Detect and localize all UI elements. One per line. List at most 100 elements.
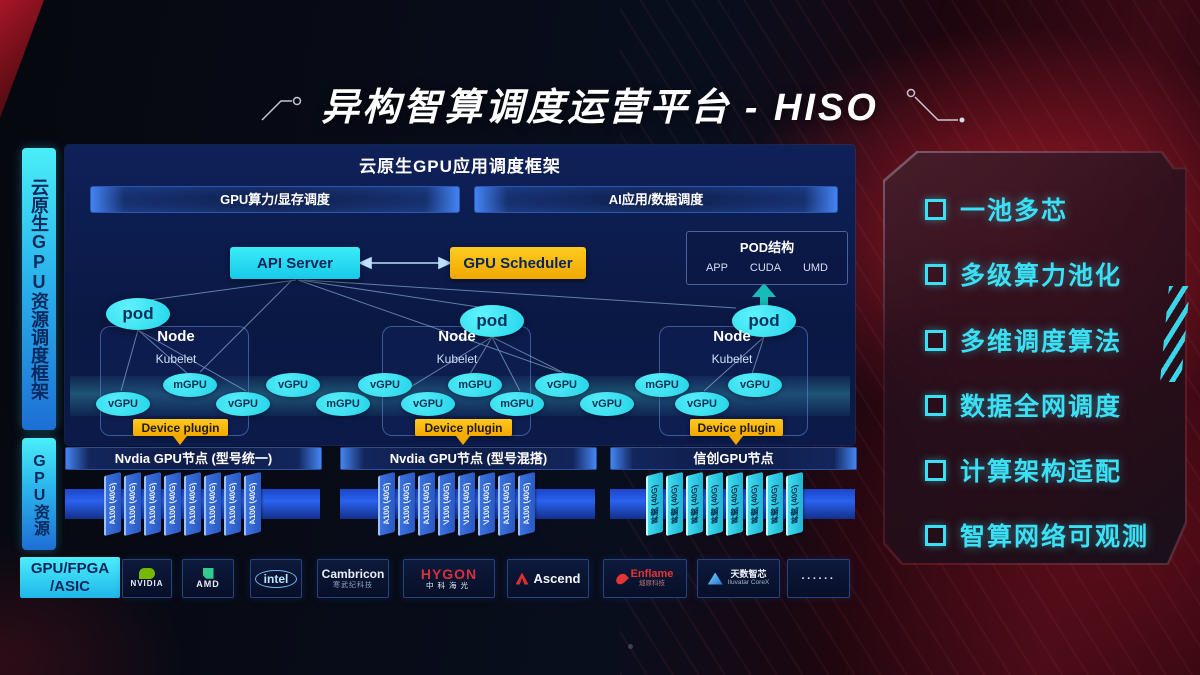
vendor-category-line2: /ASIC: [49, 577, 90, 595]
gpu-card: V100 (40G): [478, 471, 495, 537]
kubelet-label-2: Kubelet: [436, 352, 478, 366]
kubelet-label-1: Kubelet: [155, 352, 197, 366]
vendor-tile-amd: AMD: [182, 559, 234, 598]
gpu-scheduler-box: GPU Scheduler: [450, 247, 586, 279]
vgpu-ellipse: vGPU: [401, 392, 455, 416]
page-dot: [628, 644, 633, 649]
iluvatar-sublabel: Iluvatar CoreX: [727, 579, 770, 587]
ascend-label: Ascend: [533, 571, 581, 586]
gpu-card: 昇腾 (40G): [766, 471, 783, 537]
square-bullet-icon: [925, 263, 946, 285]
device-plugin-2: Device plugin: [415, 419, 512, 436]
sidebar-framework-label: 云原生GPU资源调度框架: [29, 178, 49, 400]
sidebar-resource-bar: GPU资源: [22, 438, 56, 550]
vendor-category-line1: GPU/FPGA: [30, 559, 110, 577]
square-bullet-icon: [925, 329, 946, 351]
vgpu-ellipse: vGPU: [96, 392, 150, 416]
vgpu-ellipse: vGPU: [580, 392, 634, 416]
mgpu-ellipse: mGPU: [490, 392, 544, 416]
gpu-card: 昇腾 (40G): [686, 471, 703, 537]
gpu-card: A100 (40G): [164, 471, 181, 537]
gpu-card: 昇腾 (40G): [746, 471, 763, 537]
vgpu-ellipse: vGPU: [675, 392, 729, 416]
mgpu-ellipse: mGPU: [163, 373, 217, 397]
intel-logo: intel: [254, 569, 298, 588]
cambricon-sublabel: 寒武纪科技: [333, 581, 373, 589]
gpu-card: V100 (40G): [458, 471, 475, 537]
iluvatar-label: 天数智芯: [730, 568, 767, 579]
gpu-card: A100 (40G): [518, 471, 535, 537]
vgpu-ellipse: vGPU: [358, 373, 412, 397]
pod-ellipse-2: pod: [460, 305, 524, 337]
vendor-tile-iluvatar: 天数智芯 Iluvatar CoreX: [697, 559, 780, 598]
nvidia-label: NVIDIA: [130, 579, 164, 589]
gpu-card: 昇腾 (40G): [726, 471, 743, 537]
more-vendors-label: ······: [801, 572, 836, 585]
mgpu-ellipse: mGPU: [316, 392, 370, 416]
gpu-card: 昇腾 (40G): [646, 471, 663, 537]
amd-logo-icon: [202, 567, 214, 579]
node-label-1: Node: [157, 328, 195, 345]
lane-ai-scheduling: AI应用/数据调度: [474, 186, 838, 213]
device-plugin-1: Device plugin: [133, 419, 228, 436]
pod-struct-cuda: CUDA: [749, 262, 782, 274]
gpu-card: V100 (40G): [438, 471, 455, 537]
page-title: 异构智算调度运营平台 - HISO: [321, 87, 879, 129]
vendor-tile-ascend: Ascend: [507, 559, 589, 598]
vgpu-ellipse: vGPU: [728, 373, 782, 397]
gpu-group-header-2: Nvdia GPU节点 (型号混搭): [340, 447, 597, 470]
vgpu-ellipse: vGPU: [535, 373, 589, 397]
pod-structure-box: POD结构 APP CUDA UMD: [686, 231, 848, 285]
gpu-group-header-1: Nvdia GPU节点 (型号统一): [65, 447, 322, 470]
enflame-logo-icon: [613, 571, 629, 586]
pod-struct-umd: UMD: [802, 262, 829, 274]
node-label-2: Node: [438, 328, 476, 345]
framework-title: 云原生GPU应用调度框架: [359, 157, 561, 176]
amd-label: AMD: [196, 578, 220, 589]
square-bullet-icon: [925, 198, 946, 220]
vgpu-ellipse: vGPU: [266, 373, 320, 397]
square-bullet-icon: [925, 394, 946, 416]
kubelet-label-3: Kubelet: [711, 352, 753, 366]
api-server-box: API Server: [230, 247, 360, 279]
ascend-logo-icon: [515, 572, 529, 585]
vendor-tile-enflame: Enflame 燧原科技: [603, 559, 687, 598]
feature-item: 多维调度算法: [925, 324, 1122, 356]
device-plugin-arrow-3: [729, 436, 743, 445]
cambricon-label: Cambricon: [321, 567, 385, 582]
vgpu-ellipse: vGPU: [216, 392, 270, 416]
pod-ellipse-1: pod: [106, 298, 170, 330]
device-plugin-arrow-2: [456, 436, 470, 445]
vendor-tile-more: ······: [787, 559, 850, 598]
pod-ellipse-3: pod: [732, 305, 796, 337]
feature-item: 数据全网调度: [925, 389, 1122, 421]
gpu-card: A100 (40G): [104, 471, 121, 537]
square-bullet-icon: [925, 524, 946, 546]
gpu-card: A100 (40G): [144, 471, 161, 537]
vendor-tile-hygon: HYGON 中科海光: [403, 559, 495, 598]
gpu-card: 昇腾 (40G): [666, 471, 683, 537]
vendor-category-box: GPU/FPGA /ASIC: [20, 557, 120, 598]
gpu-card: A100 (40G): [204, 471, 221, 537]
gpu-card: A100 (40G): [184, 471, 201, 537]
nvidia-logo-icon: [139, 568, 155, 580]
vendor-tile-intel: intel: [250, 559, 302, 598]
hygon-sublabel: 中科海光: [426, 581, 472, 591]
gpu-card: 昇腾 (40G): [786, 471, 803, 537]
mgpu-ellipse: mGPU: [635, 373, 689, 397]
feature-item: 多级算力池化: [925, 258, 1122, 290]
hygon-label: HYGON: [420, 565, 478, 582]
pod-struct-app: APP: [705, 262, 728, 274]
feature-item: 智算网络可观测: [925, 519, 1149, 551]
gpu-card: A100 (40G): [398, 471, 415, 537]
square-bullet-icon: [925, 459, 946, 481]
gpu-group-header-3: 信创GPU节点: [610, 447, 857, 470]
sidebar-resource-label: GPU资源: [31, 452, 48, 536]
sidebar-framework-bar: 云原生GPU资源调度框架: [22, 148, 56, 430]
vendor-tile-nvidia: NVIDIA: [122, 559, 172, 598]
gpu-card: A100 (40G): [124, 471, 141, 537]
enflame-sublabel: 燧原科技: [638, 580, 665, 588]
gpu-card: A100 (40G): [498, 471, 515, 537]
vendor-tile-cambricon: Cambricon 寒武纪科技: [317, 559, 389, 598]
